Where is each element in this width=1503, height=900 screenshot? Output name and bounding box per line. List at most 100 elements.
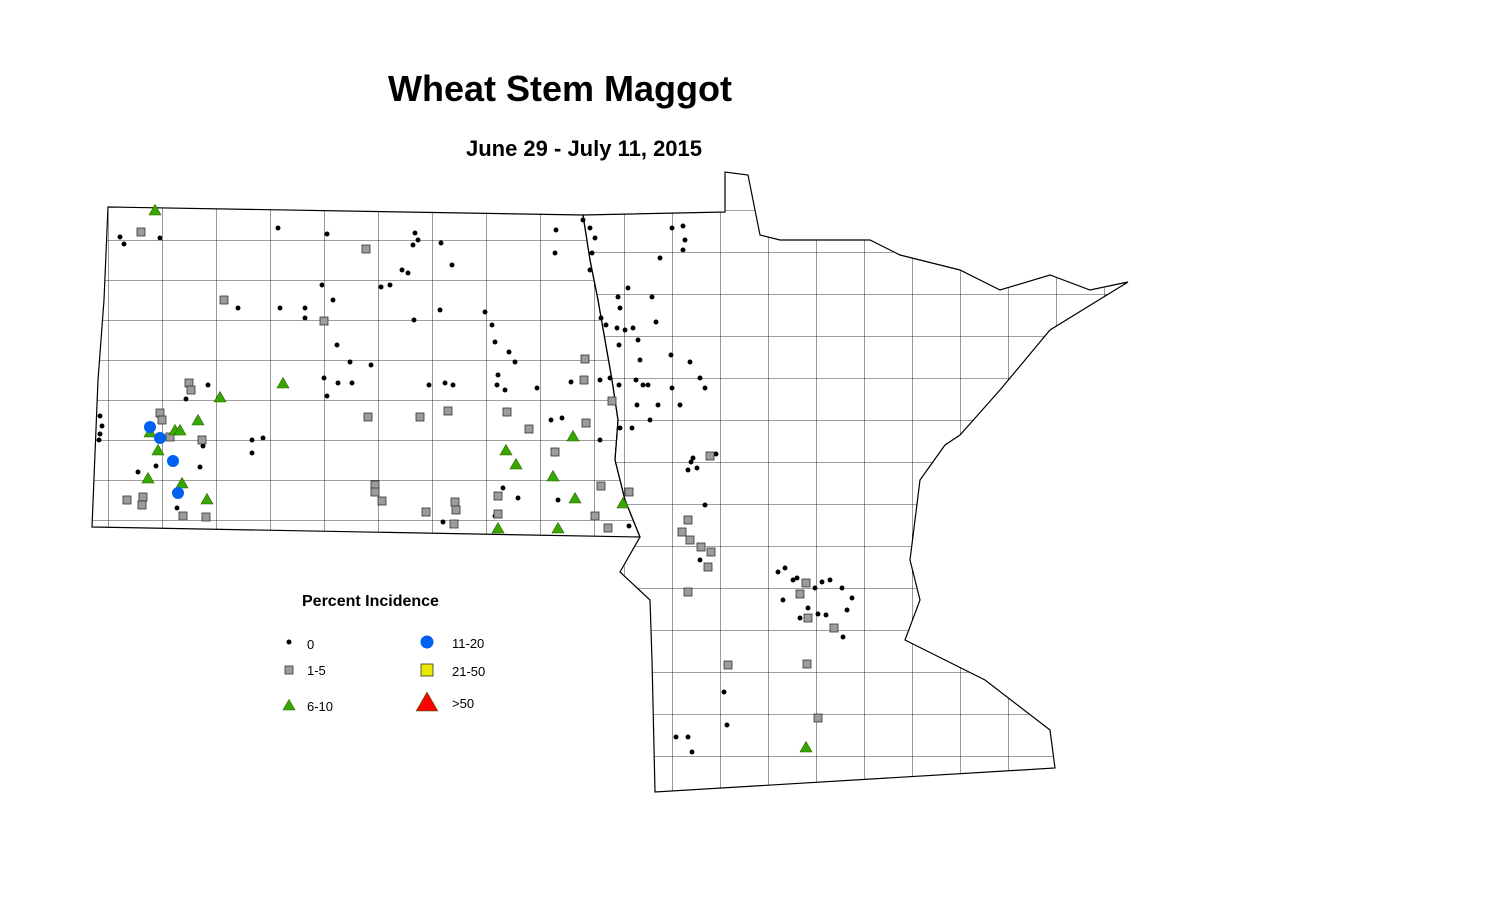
site-marker-1-5 xyxy=(197,435,207,445)
site-marker-0 xyxy=(399,267,405,273)
site-marker-6-10 xyxy=(191,413,205,426)
site-marker-0 xyxy=(260,435,266,441)
site-marker-1-5 xyxy=(607,396,617,406)
site-marker-0 xyxy=(689,749,695,755)
site-marker-0 xyxy=(607,375,613,381)
site-marker-0 xyxy=(555,497,561,503)
site-marker-0 xyxy=(797,615,803,621)
site-marker-0 xyxy=(411,317,417,323)
map-subtitle: June 29 - July 11, 2015 xyxy=(465,136,703,161)
site-marker-0 xyxy=(616,342,622,348)
site-marker-0 xyxy=(500,485,506,491)
site-marker-0 xyxy=(668,352,674,358)
site-marker-0 xyxy=(622,327,628,333)
legend-blue-circle-icon xyxy=(420,635,434,649)
site-marker-0 xyxy=(482,309,488,315)
site-marker-0 xyxy=(625,285,631,291)
site-marker-0 xyxy=(697,375,703,381)
site-marker-1-5 xyxy=(363,412,373,422)
site-marker-0 xyxy=(640,382,646,388)
site-marker-0 xyxy=(794,575,800,581)
legend-dot-icon xyxy=(286,639,292,645)
site-marker-6-10 xyxy=(551,521,565,534)
site-marker-0 xyxy=(775,569,781,575)
legend-gray-square-icon xyxy=(284,665,294,675)
site-marker-0 xyxy=(534,385,540,391)
site-marker-6-10 xyxy=(509,457,523,470)
site-marker-1-5 xyxy=(137,500,147,510)
site-marker-0 xyxy=(655,402,661,408)
legend-label-11-20: 11-20 xyxy=(452,636,485,651)
site-marker-11-20 xyxy=(154,432,166,444)
site-marker-0 xyxy=(657,255,663,261)
site-marker-0 xyxy=(548,417,554,423)
site-marker-1-5 xyxy=(580,354,590,364)
legend-red-triangle-icon xyxy=(415,691,439,712)
site-marker-1-5 xyxy=(795,589,805,599)
site-marker-0 xyxy=(790,577,796,583)
site-marker-0 xyxy=(635,337,641,343)
site-marker-11-20 xyxy=(172,487,184,499)
site-marker-0 xyxy=(321,375,327,381)
site-marker-1-5 xyxy=(449,519,459,529)
site-marker-0 xyxy=(494,382,500,388)
site-marker-0 xyxy=(183,396,189,402)
site-marker-0 xyxy=(629,425,635,431)
site-marker-1-5 xyxy=(493,491,503,501)
site-marker-0 xyxy=(839,585,845,591)
site-marker-0 xyxy=(96,437,102,443)
site-marker-0 xyxy=(235,305,241,311)
site-marker-0 xyxy=(117,234,123,240)
site-marker-0 xyxy=(426,382,432,388)
site-marker-0 xyxy=(442,380,448,386)
legend-green-triangle-icon xyxy=(282,698,296,711)
site-marker-0 xyxy=(673,734,679,740)
site-marker-0 xyxy=(449,262,455,268)
site-marker-1-5 xyxy=(377,496,387,506)
site-marker-1-5 xyxy=(706,547,716,557)
site-marker-0 xyxy=(687,359,693,365)
site-marker-6-10 xyxy=(173,423,187,436)
site-marker-0 xyxy=(702,502,708,508)
site-marker-1-5 xyxy=(603,523,613,533)
minnesota-counties xyxy=(582,171,1129,793)
site-marker-0 xyxy=(633,377,639,383)
site-marker-0 xyxy=(412,230,418,236)
site-marker-0 xyxy=(819,579,825,585)
site-marker-0 xyxy=(512,359,518,365)
map-title: Wheat Stem Maggot xyxy=(387,68,732,109)
site-marker-1-5 xyxy=(801,578,811,588)
site-marker-0 xyxy=(849,595,855,601)
site-marker-1-5 xyxy=(813,713,823,723)
site-marker-1-5 xyxy=(370,487,380,497)
site-marker-6-10 xyxy=(499,443,513,456)
site-marker-1-5 xyxy=(550,447,560,457)
site-marker-0 xyxy=(368,362,374,368)
site-marker-0 xyxy=(669,385,675,391)
site-marker-6-10 xyxy=(276,376,290,389)
site-marker-0 xyxy=(649,294,655,300)
legend-symbols xyxy=(282,635,439,712)
minnesota-outline xyxy=(582,171,1129,793)
site-marker-0 xyxy=(597,377,603,383)
site-marker-0 xyxy=(694,465,700,471)
site-marker-0 xyxy=(405,270,411,276)
site-marker-1-5 xyxy=(443,406,453,416)
site-marker-1-5 xyxy=(696,542,706,552)
site-marker-0 xyxy=(200,443,206,449)
site-marker-0 xyxy=(334,342,340,348)
site-marker-1-5 xyxy=(319,316,329,326)
site-marker-1-5 xyxy=(829,623,839,633)
site-marker-0 xyxy=(302,305,308,311)
site-marker-0 xyxy=(647,417,653,423)
site-marker-0 xyxy=(492,339,498,345)
site-marker-0 xyxy=(782,565,788,571)
site-marker-0 xyxy=(495,372,501,378)
site-marker-0 xyxy=(440,519,446,525)
site-marker-0 xyxy=(645,382,651,388)
site-marker-6-10 xyxy=(175,476,189,489)
site-marker-0 xyxy=(827,577,833,583)
site-marker-0 xyxy=(335,380,341,386)
site-marker-0 xyxy=(319,282,325,288)
site-marker-0 xyxy=(587,225,593,231)
